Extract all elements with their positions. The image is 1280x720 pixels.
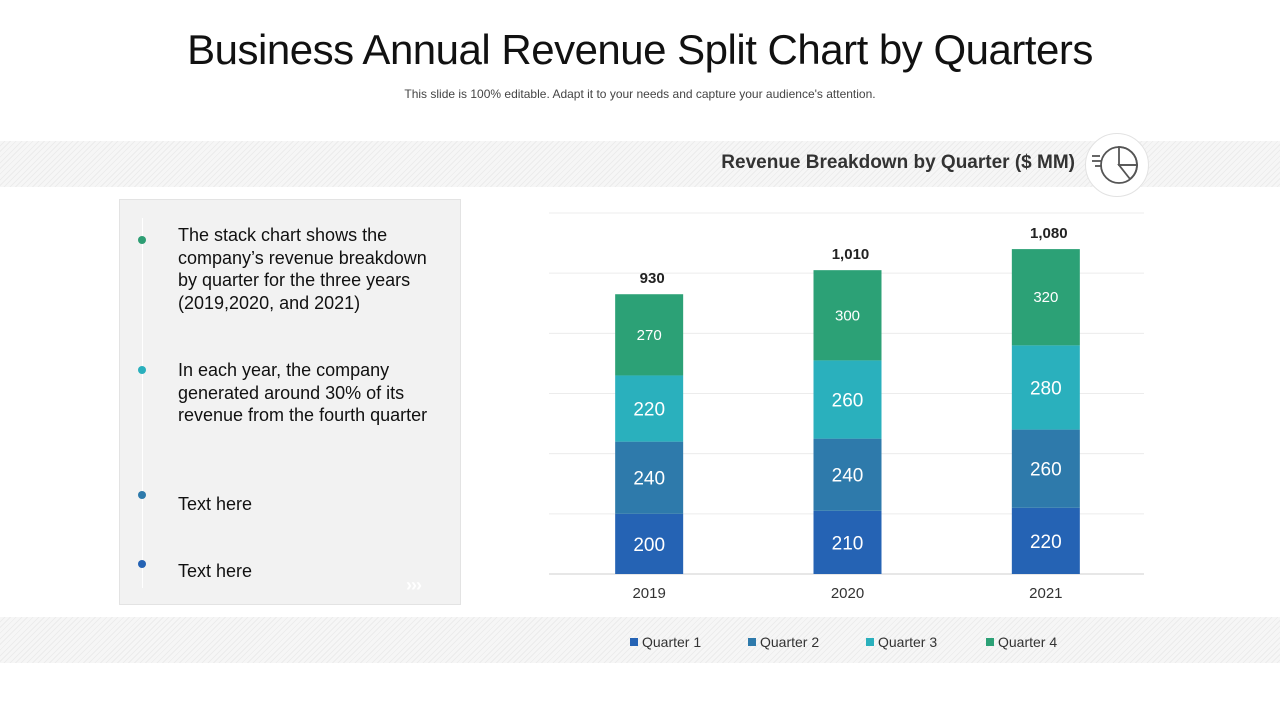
legend-swatch <box>748 638 756 646</box>
data-label-2021-q3: 280 <box>1030 378 1062 399</box>
bullet-text-4: Text here <box>178 561 253 581</box>
bar-2021-q3 <box>1011 345 1080 430</box>
bar-2021-q4 <box>1011 249 1080 346</box>
bar-2019-q1 <box>615 513 684 574</box>
x-tick-label-2020: 2020 <box>831 585 864 602</box>
legend-label: Quarter 1 <box>642 634 702 650</box>
legend-item-quarter-2: Quarter 2 <box>748 634 819 650</box>
bullet-dot-3 <box>138 491 146 499</box>
legend-item-quarter-3: Quarter 3 <box>866 634 937 650</box>
data-label-2020-q4: 300 <box>835 307 860 324</box>
data-label-2021-q2: 260 <box>1030 460 1062 481</box>
info-panel <box>119 199 461 605</box>
slide-title: Business Annual Revenue Split Chart by Q… <box>187 26 1093 73</box>
bar-2021-q1 <box>1011 507 1080 574</box>
total-label-2019: 930 <box>640 270 665 287</box>
legend-item-quarter-4: Quarter 4 <box>986 634 1057 650</box>
bar-2020-q2 <box>813 438 882 511</box>
legend-label: Quarter 3 <box>878 634 938 650</box>
bar-2020-q4 <box>813 270 882 361</box>
x-tick-label-2019: 2019 <box>632 585 665 602</box>
bullet-dot-4 <box>138 560 146 568</box>
chart-legend: Quarter 1 Quarter 2 Quarter 3 Quarter 4 <box>0 634 1280 652</box>
bar-2020-q3 <box>813 360 882 439</box>
x-tick-label-2021: 2021 <box>1029 585 1062 602</box>
bar-2021-q2 <box>1011 429 1080 508</box>
legend-band <box>0 617 1280 663</box>
timeline-line <box>142 218 143 588</box>
data-label-2021-q4: 320 <box>1033 289 1058 306</box>
legend-label: Quarter 2 <box>760 634 820 650</box>
bar-2019-q3 <box>615 375 684 442</box>
legend-label: Quarter 4 <box>998 634 1058 650</box>
bullet-text-1: The stack chart shows the company’s reve… <box>178 225 427 313</box>
total-label-2021: 1,080 <box>1030 225 1068 242</box>
data-label-2019-q3: 220 <box>633 400 665 421</box>
chevron-right-icon: ››› <box>406 575 422 595</box>
bar-2020-q1 <box>813 510 882 574</box>
data-label-2020-q2: 240 <box>832 466 864 487</box>
bar-2019-q2 <box>615 441 684 514</box>
bullet-text-3: Text here <box>178 494 253 514</box>
data-label-2019-q4: 270 <box>637 327 662 344</box>
bullet-dot-2 <box>138 366 146 374</box>
bar-2019-q4 <box>615 294 684 376</box>
chart-title: Revenue Breakdown by Quarter ($ MM) <box>721 152 1075 173</box>
bullet-text-2: In each year, the company generated arou… <box>178 360 428 425</box>
slide-subtitle: This slide is 100% editable. Adapt it to… <box>404 87 876 101</box>
legend-swatch <box>986 638 994 646</box>
header-band <box>0 141 1280 187</box>
legend-swatch <box>630 638 638 646</box>
data-label-2019-q1: 200 <box>633 535 665 556</box>
data-label-2020-q1: 210 <box>832 533 864 554</box>
legend-item-quarter-1: Quarter 1 <box>630 634 701 650</box>
legend-swatch <box>866 638 874 646</box>
data-label-2019-q2: 240 <box>633 469 665 490</box>
pie-chart-icon <box>1085 133 1149 197</box>
data-label-2020-q3: 260 <box>832 391 864 412</box>
data-label-2021-q1: 220 <box>1030 532 1062 553</box>
total-label-2020: 1,010 <box>832 246 870 263</box>
bullet-dot-1 <box>138 236 146 244</box>
